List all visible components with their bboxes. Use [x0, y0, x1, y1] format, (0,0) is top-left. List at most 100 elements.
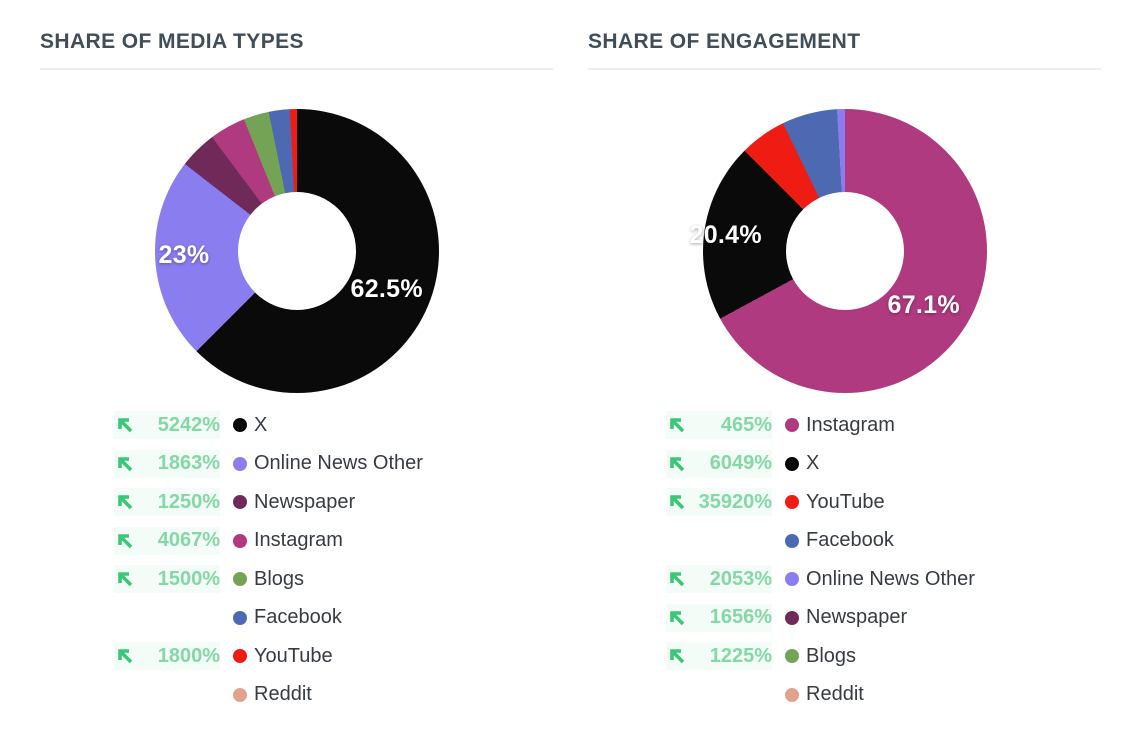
trend-up-arrow-icon	[118, 456, 133, 472]
slice-label-online-news-other: 23%	[158, 241, 210, 269]
legend-label: X	[806, 452, 820, 475]
trend-up-arrow-icon	[670, 572, 685, 587]
legend-row[interactable]: Facebook	[114, 599, 553, 638]
legend-row[interactable]: Reddit	[666, 676, 1101, 715]
legend-row[interactable]: 6049% X	[666, 445, 1101, 484]
legend-row[interactable]: 35920% YouTube	[666, 483, 1101, 522]
legend-row[interactable]: 1863% Online News Other	[114, 445, 553, 484]
legend-color-dot	[785, 533, 799, 548]
media-types-legend: 5242% X 1863% Online News Other 1250%	[40, 406, 553, 714]
change-cell: 1225%	[666, 642, 772, 671]
legend-color-dot	[785, 495, 799, 510]
engagement-legend: 465% Instagram 6049% X 35920% YouT	[588, 406, 1101, 714]
legend-color-dot	[785, 572, 799, 587]
trend-up-arrow-icon	[670, 456, 685, 472]
trend-up-arrow-icon	[118, 572, 133, 587]
legend-label: Instagram	[806, 413, 895, 436]
change-cell: 1250%	[114, 488, 220, 517]
legend-color-dot	[233, 456, 247, 471]
legend-row[interactable]: 1800% YouTube	[114, 637, 553, 676]
change-cell: 1863%	[114, 449, 220, 478]
legend-color-dot	[785, 456, 799, 471]
legend-label: Blogs	[254, 567, 305, 590]
slice-label-x: 20.4%	[689, 221, 762, 249]
legend-color-dot	[233, 572, 247, 587]
legend-row[interactable]: 1250% Newspaper	[114, 483, 553, 522]
change-cell: 465%	[666, 411, 772, 440]
change-value: 1500%	[157, 567, 220, 590]
slice-label-instagram: 67.1%	[887, 291, 960, 319]
legend-color-dot	[785, 687, 799, 702]
legend-label: Blogs	[806, 644, 857, 667]
change-cell: 1800%	[114, 642, 220, 671]
legend-color-dot	[233, 649, 247, 664]
media-types-donut-chart[interactable]: 62.5% 23%	[154, 109, 439, 393]
trend-up-arrow-icon	[118, 495, 133, 510]
legend-label: YouTube	[254, 644, 333, 667]
change-cell-empty	[666, 527, 772, 555]
legend-row[interactable]: 5242% X	[114, 406, 553, 445]
change-value: 465%	[720, 413, 772, 436]
change-cell: 35920%	[666, 488, 772, 517]
legend-row[interactable]: 465% Instagram	[666, 406, 1101, 445]
trend-up-arrow-icon	[670, 418, 685, 433]
change-value: 6049%	[709, 452, 772, 475]
change-cell: 6049%	[666, 449, 772, 478]
legend-label: Online News Other	[806, 567, 975, 590]
legend-row[interactable]: Facebook	[666, 522, 1101, 561]
legend-color-dot	[233, 533, 247, 548]
legend-row[interactable]: Reddit	[114, 676, 553, 715]
trend-up-arrow-icon	[670, 649, 685, 664]
legend-label: YouTube	[806, 490, 885, 513]
legend-color-dot	[233, 610, 247, 625]
legend-label: Facebook	[254, 606, 342, 629]
legend-label: Instagram	[254, 529, 343, 552]
change-cell-empty	[114, 681, 220, 709]
legend-color-dot	[785, 649, 799, 664]
change-value: 35920%	[698, 490, 772, 513]
trend-up-arrow-icon	[118, 649, 133, 664]
legend-row[interactable]: 4067% Instagram	[114, 522, 553, 561]
change-value: 1225%	[709, 644, 772, 667]
legend-row[interactable]: 1500% Blogs	[114, 560, 553, 599]
change-value: 5242%	[157, 413, 220, 436]
engagement-card: SHARE OF ENGAGEMENT 20.4% 67.1% 465% Ins…	[588, 18, 1101, 714]
legend-label: Reddit	[806, 683, 864, 706]
legend-color-dot	[233, 687, 247, 702]
change-value: 1800%	[157, 644, 220, 667]
legend-color-dot	[785, 418, 799, 433]
donut-hole	[237, 192, 356, 310]
change-cell: 5242%	[114, 411, 220, 440]
trend-up-arrow-icon	[670, 610, 685, 626]
change-value: 1863%	[157, 452, 220, 475]
change-cell: 4067%	[114, 526, 220, 555]
donut-hole	[785, 192, 904, 310]
change-value: 1250%	[157, 490, 220, 513]
change-cell: 1500%	[114, 565, 220, 594]
legend-label: Newspaper	[254, 490, 356, 513]
change-value: 2053%	[709, 567, 772, 590]
legend-color-dot	[233, 495, 247, 510]
title-divider	[40, 68, 553, 70]
change-cell: 2053%	[666, 565, 772, 594]
trend-up-arrow-icon	[118, 533, 133, 549]
legend-label: Reddit	[254, 683, 312, 706]
media-types-title: SHARE OF MEDIA TYPES	[40, 30, 304, 53]
engagement-donut-chart[interactable]: 20.4% 67.1%	[690, 109, 987, 393]
legend-label: X	[254, 413, 268, 436]
legend-row[interactable]: 1656% Newspaper	[666, 599, 1101, 638]
legend-label: Online News Other	[254, 452, 423, 475]
change-value: 1656%	[709, 606, 772, 629]
legend-row[interactable]: 2053% Online News Other	[666, 560, 1101, 599]
slice-label-x: 62.5%	[350, 275, 423, 303]
legend-label: Facebook	[806, 529, 894, 552]
change-cell-empty	[114, 604, 220, 632]
trend-up-arrow-icon	[118, 418, 133, 433]
media-types-card: SHARE OF MEDIA TYPES 62.5% 23% 5242% X 1…	[40, 18, 553, 714]
change-cell-empty	[666, 681, 772, 709]
trend-up-arrow-icon	[670, 495, 685, 510]
legend-row[interactable]: 1225% Blogs	[666, 637, 1101, 676]
legend-color-dot	[233, 418, 247, 433]
title-divider	[588, 68, 1101, 70]
engagement-title: SHARE OF ENGAGEMENT	[588, 30, 861, 53]
